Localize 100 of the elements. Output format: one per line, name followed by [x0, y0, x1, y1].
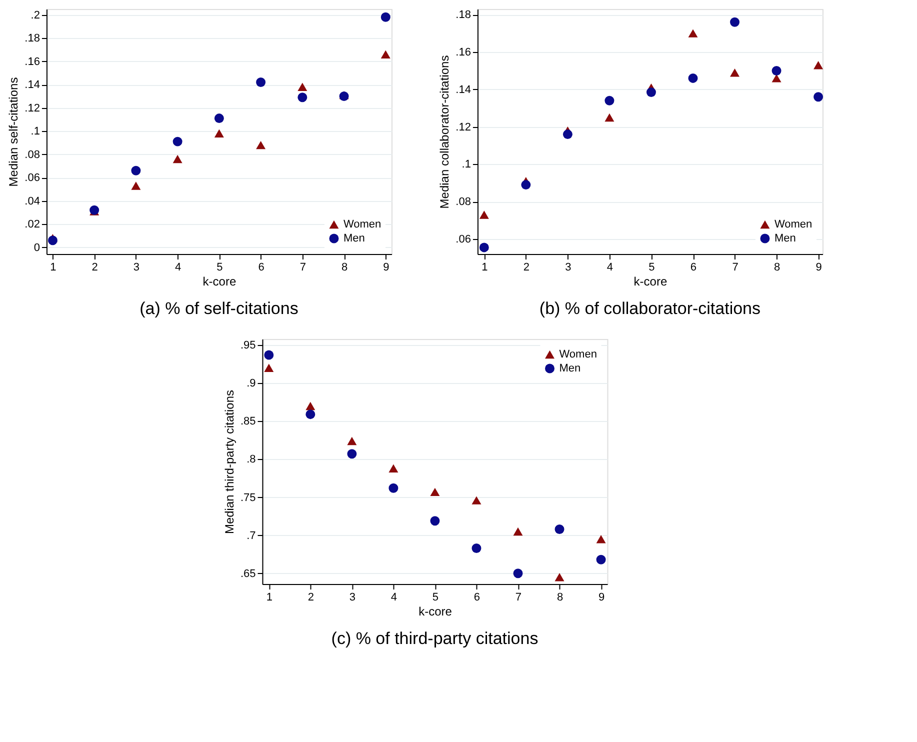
point [513, 568, 523, 578]
point [596, 554, 606, 564]
y-tick-label: .1 [30, 126, 40, 138]
point [479, 242, 489, 252]
x-tick-label: 1 [50, 262, 56, 274]
x-tick-label: 5 [648, 262, 655, 274]
y-tick-label: 0 [34, 242, 40, 254]
point [472, 496, 482, 504]
y-axis-title: Median self-citations [6, 77, 21, 187]
y-tick-label: .08 [24, 148, 40, 161]
x-tick-label: 8 [556, 592, 564, 604]
y-tick-label: .18 [24, 32, 40, 45]
point [430, 516, 440, 526]
point [380, 50, 390, 58]
point [131, 182, 141, 190]
y-tick-label: .8 [246, 454, 256, 466]
point [264, 350, 274, 360]
x-tick-label: 3 [349, 592, 356, 604]
point [388, 483, 398, 493]
point [256, 78, 266, 87]
point [298, 82, 308, 92]
x-tick-label: 8 [774, 262, 780, 274]
x-tick-label: 3 [133, 262, 140, 274]
y-tick-label: .16 [24, 56, 40, 68]
legend-label: Men [343, 232, 365, 244]
y-tick-label: .08 [456, 196, 471, 208]
text: (c) % of third-party citations [331, 629, 538, 648]
point [688, 29, 698, 38]
x-tick-label: 1 [482, 262, 488, 274]
x-tick-label: 9 [598, 592, 605, 604]
y-tick-label: .14 [24, 79, 40, 92]
point [814, 61, 824, 70]
point [264, 364, 274, 372]
x-tick-label: 4 [174, 262, 182, 274]
x-tick-label: 7 [515, 592, 522, 604]
y-tick-label: .12 [24, 102, 40, 114]
point [646, 87, 656, 97]
point [772, 66, 782, 76]
x-tick-label: 6 [258, 262, 264, 274]
point [48, 236, 58, 246]
x-axis-title: k-core [202, 274, 236, 288]
legend-label: Men [774, 232, 796, 244]
point [554, 524, 564, 534]
y-tick-label: .65 [240, 568, 256, 580]
y-tick-label: .95 [240, 340, 256, 352]
x-tick-label: 5 [216, 262, 223, 274]
point [814, 92, 824, 102]
point [347, 436, 357, 446]
point [380, 12, 390, 22]
x-tick-label: 2 [523, 262, 530, 274]
y-tick-label: .7 [246, 530, 256, 542]
x-tick-label: 2 [308, 592, 314, 604]
point [347, 449, 357, 459]
y-tick-label: .12 [456, 121, 471, 134]
point [214, 129, 224, 138]
point [472, 544, 482, 553]
y-tick-label: .02 [24, 218, 40, 231]
point [604, 113, 614, 122]
text: (a) % of self-citations [140, 299, 298, 318]
x-tick-label: 6 [690, 262, 697, 274]
legend-label: Women [774, 218, 812, 230]
y-axis-title: Median collaborator-citations [438, 55, 452, 209]
x-tick-label: 3 [565, 262, 572, 274]
x-tick-label: 2 [92, 262, 98, 274]
legend-label: Women [343, 218, 382, 230]
y-tick-label: .16 [456, 46, 471, 59]
point [298, 92, 308, 102]
legend-label: Men [559, 362, 581, 374]
point [256, 140, 266, 150]
x-tick-label: 7 [732, 262, 738, 274]
y-tick-label: .75 [240, 492, 256, 504]
point [730, 68, 740, 77]
point [430, 488, 440, 496]
point [306, 402, 316, 410]
text: (b) % of collaborator-citations [539, 299, 761, 318]
y-tick-label: .14 [456, 84, 471, 96]
y-tick-label: .9 [246, 378, 256, 390]
point [554, 573, 564, 582]
x-tick-label: 5 [432, 592, 439, 604]
point [730, 17, 740, 27]
x-tick-label: 6 [474, 592, 480, 604]
point [131, 166, 141, 176]
x-tick-label: 9 [383, 262, 390, 274]
point [772, 74, 782, 82]
y-tick-label: .04 [24, 195, 40, 208]
x-axis-title: k-core [634, 274, 668, 288]
point [388, 464, 398, 472]
point [562, 130, 572, 140]
point [521, 180, 531, 190]
x-tick-label: 8 [341, 262, 348, 274]
y-axis-title: Median third-party citations [222, 390, 236, 534]
legend-label: Women [559, 348, 597, 360]
point [513, 527, 523, 536]
point [479, 210, 489, 219]
point [688, 73, 698, 83]
x-tick-label: 7 [300, 262, 306, 274]
y-tick-label: .06 [456, 234, 471, 246]
point [172, 154, 182, 164]
point [214, 114, 224, 124]
y-tick-label: .85 [240, 416, 256, 428]
